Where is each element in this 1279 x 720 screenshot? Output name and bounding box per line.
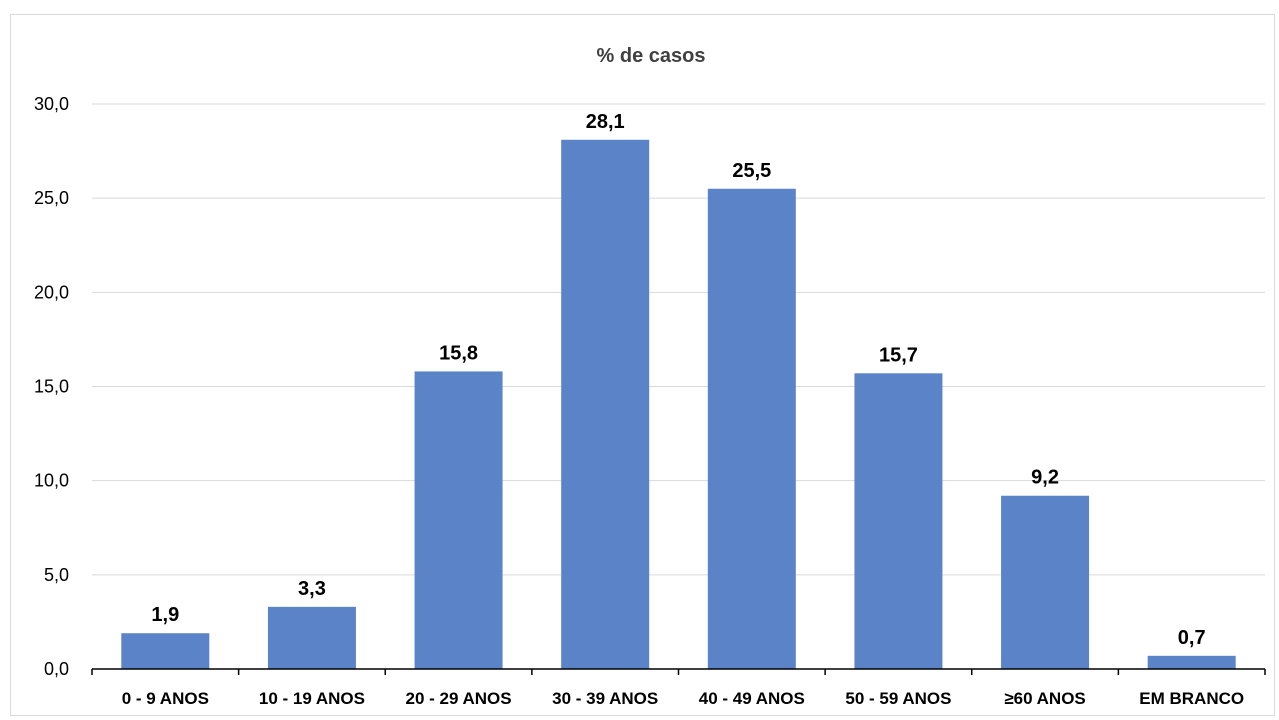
data-label: 9,2 — [1031, 467, 1059, 489]
bar — [1147, 655, 1236, 669]
y-tick-label: 20,0 — [34, 282, 69, 302]
bar — [1001, 495, 1090, 669]
x-tick-label: 20 - 29 ANOS — [405, 689, 511, 708]
bars — [121, 139, 1236, 670]
bar — [561, 139, 650, 670]
x-tick-label: 10 - 19 ANOS — [259, 689, 365, 708]
labels: 0,0 5,0 10,0 15,0 20,0 25,0 30,0 1,9 0 - 9 ANOS 3… — [34, 94, 1244, 708]
x-tick-label: 30 - 39 ANOS — [552, 689, 658, 708]
bar — [854, 373, 943, 669]
data-label: 28,1 — [586, 111, 625, 133]
chart-title: % de casos — [597, 45, 706, 67]
bar — [414, 371, 503, 669]
data-label: 0,7 — [1178, 627, 1206, 649]
x-tick-label: 40 - 49 ANOS — [699, 689, 805, 708]
y-tick-label: 5,0 — [44, 565, 69, 585]
y-tick-label: 0,0 — [44, 659, 69, 679]
y-tick-label: 30,0 — [34, 94, 69, 114]
data-label: 25,5 — [732, 160, 771, 182]
x-tick-label: ≥60 ANOS — [1004, 689, 1085, 708]
y-tick-label: 15,0 — [34, 377, 69, 397]
bar — [267, 606, 356, 669]
bar — [121, 633, 210, 669]
x-tick-label: 50 - 59 ANOS — [845, 689, 951, 708]
axes — [91, 668, 1266, 675]
data-label: 15,7 — [879, 344, 918, 366]
x-tick-label: 0 - 9 ANOS — [122, 689, 209, 708]
y-tick-label: 10,0 — [34, 471, 69, 491]
y-tick-label: 25,0 — [34, 188, 69, 208]
bar — [707, 188, 796, 669]
data-label: 3,3 — [298, 578, 326, 600]
data-label: 1,9 — [151, 604, 179, 626]
x-tick-label: EM BRANCO — [1139, 689, 1244, 708]
data-label: 15,8 — [439, 342, 478, 364]
